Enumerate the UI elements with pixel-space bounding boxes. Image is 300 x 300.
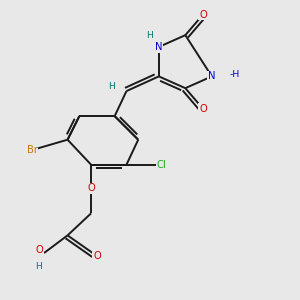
Text: O: O bbox=[93, 251, 101, 261]
Text: H: H bbox=[35, 262, 41, 271]
Text: N: N bbox=[208, 71, 216, 81]
Text: Br: Br bbox=[27, 145, 38, 155]
Text: O: O bbox=[36, 245, 43, 255]
Text: O: O bbox=[199, 104, 207, 114]
Text: H: H bbox=[108, 82, 115, 91]
Text: N: N bbox=[155, 42, 163, 52]
Text: -H: -H bbox=[230, 70, 240, 80]
Text: H: H bbox=[147, 31, 153, 40]
Text: Cl: Cl bbox=[157, 160, 167, 170]
Text: O: O bbox=[87, 183, 95, 193]
Text: O: O bbox=[199, 10, 207, 20]
